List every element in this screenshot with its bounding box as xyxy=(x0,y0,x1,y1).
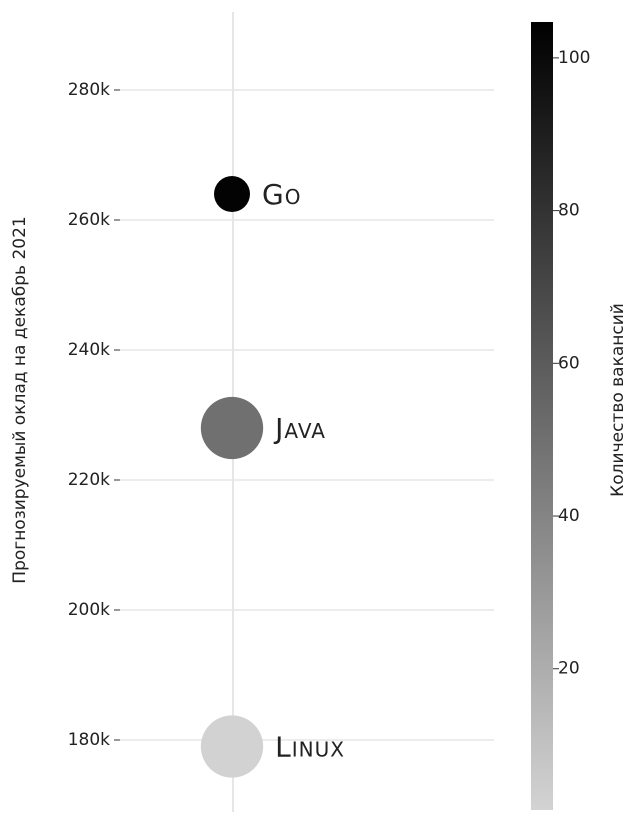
colorbar-label: Количество вакансий xyxy=(608,303,628,497)
colorbar-tick-label: 20 xyxy=(558,659,580,679)
bubble xyxy=(200,396,264,460)
point-label: Linux xyxy=(275,731,345,764)
y-tick-label: 280k xyxy=(68,80,110,100)
colorbar xyxy=(531,22,553,810)
bubble xyxy=(200,715,264,778)
point-label: Go xyxy=(262,178,301,211)
y-axis-label: Прогнозируемый оклад на декабрь 2021 xyxy=(10,216,30,583)
y-tick-label: 180k xyxy=(68,730,110,750)
colorbar-tick-label: 40 xyxy=(558,506,580,526)
point-label: Java xyxy=(273,412,326,445)
y-tick-label: 220k xyxy=(68,470,110,490)
bubble xyxy=(214,176,250,212)
y-tick-label: 240k xyxy=(68,340,110,360)
y-tick-label: 200k xyxy=(68,600,110,620)
colorbar-tick-label: 60 xyxy=(558,353,580,373)
colorbar-tick-label: 100 xyxy=(558,48,590,68)
colorbar-tick-label: 80 xyxy=(558,201,580,221)
y-tick-label: 260k xyxy=(68,210,110,230)
